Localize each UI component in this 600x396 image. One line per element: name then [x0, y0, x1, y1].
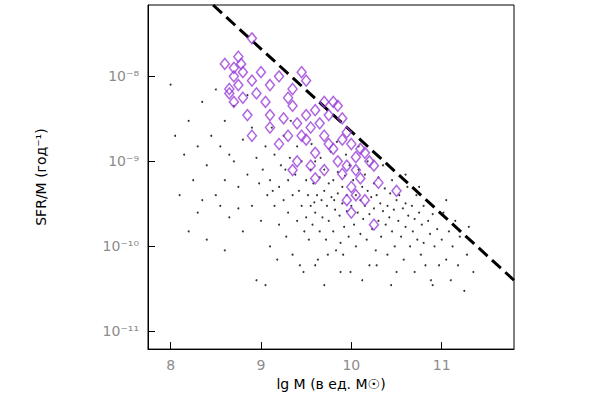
svg-text:10⁻¹⁰: 10⁻¹⁰ [103, 238, 140, 254]
svg-text:10⁻¹¹: 10⁻¹¹ [103, 323, 139, 339]
svg-text:lg M (в ед. M☉): lg M (в ед. M☉) [276, 376, 385, 392]
svg-text:SFR/M (год⁻¹): SFR/M (год⁻¹) [33, 128, 49, 225]
svg-text:11: 11 [433, 357, 451, 373]
svg-text:10⁻⁹: 10⁻⁹ [108, 153, 139, 169]
svg-text:10⁻⁸: 10⁻⁸ [108, 68, 139, 84]
svg-text:8: 8 [166, 357, 175, 373]
svg-text:10: 10 [342, 357, 360, 373]
svg-text:9: 9 [257, 357, 266, 373]
